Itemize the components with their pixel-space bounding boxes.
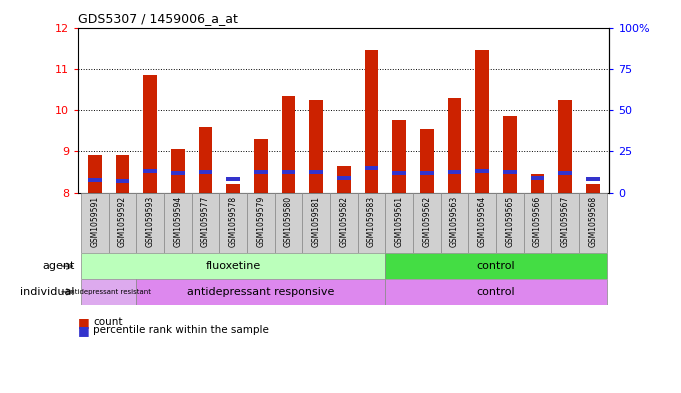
Bar [171, 171, 185, 175]
Bar [392, 120, 406, 193]
Text: ■: ■ [78, 316, 90, 329]
Bar [88, 178, 102, 182]
Bar [530, 176, 545, 180]
Text: ■: ■ [78, 323, 90, 337]
Text: GSM1059563: GSM1059563 [450, 196, 459, 247]
Bar [274, 193, 302, 253]
Bar [447, 170, 462, 174]
Text: antidepressant responsive: antidepressant responsive [187, 287, 334, 297]
Bar [496, 193, 524, 253]
Text: control: control [477, 261, 516, 271]
Bar [420, 129, 434, 193]
Bar [530, 174, 545, 193]
Text: control: control [477, 287, 516, 297]
Text: individual: individual [20, 287, 75, 297]
Text: agent: agent [42, 261, 75, 271]
Text: GDS5307 / 1459006_a_at: GDS5307 / 1459006_a_at [78, 12, 238, 25]
Bar [441, 193, 469, 253]
Bar [199, 127, 212, 193]
Bar [337, 166, 351, 193]
Bar [81, 279, 136, 305]
Text: GSM1059567: GSM1059567 [560, 196, 570, 247]
Bar [192, 193, 219, 253]
Bar [136, 193, 164, 253]
Text: GSM1059562: GSM1059562 [422, 196, 431, 247]
Bar [558, 100, 572, 193]
Bar [226, 177, 240, 181]
Bar [143, 75, 157, 193]
Text: GSM1059566: GSM1059566 [533, 196, 542, 247]
Bar [586, 184, 600, 193]
Bar [309, 100, 323, 193]
Text: GSM1059561: GSM1059561 [395, 196, 404, 247]
Bar [558, 171, 572, 175]
Bar [475, 169, 489, 173]
Bar [219, 193, 247, 253]
Bar [254, 170, 268, 174]
Bar [309, 170, 323, 174]
Text: GSM1059593: GSM1059593 [146, 196, 155, 247]
Bar [143, 169, 157, 173]
Bar [385, 193, 413, 253]
Text: fluoxetine: fluoxetine [206, 261, 261, 271]
Bar [247, 193, 274, 253]
Bar [116, 155, 129, 193]
Bar [475, 50, 489, 193]
Bar [337, 176, 351, 180]
Bar [469, 193, 496, 253]
Bar [524, 193, 552, 253]
Bar [330, 193, 358, 253]
Bar [171, 149, 185, 193]
Text: GSM1059592: GSM1059592 [118, 196, 127, 247]
Bar [364, 50, 379, 193]
Text: GSM1059565: GSM1059565 [505, 196, 514, 247]
Bar [358, 193, 385, 253]
Bar [282, 95, 296, 193]
Bar [164, 193, 192, 253]
Bar [199, 170, 212, 174]
Text: GSM1059591: GSM1059591 [91, 196, 99, 247]
Bar [109, 193, 136, 253]
Bar [447, 97, 462, 193]
Text: GSM1059578: GSM1059578 [229, 196, 238, 247]
Text: GSM1059568: GSM1059568 [588, 196, 597, 247]
Bar [282, 170, 296, 174]
Text: GSM1059580: GSM1059580 [284, 196, 293, 247]
Bar [579, 193, 607, 253]
Bar [385, 279, 607, 305]
Bar [420, 171, 434, 175]
Text: count: count [93, 317, 123, 327]
Text: GSM1059582: GSM1059582 [339, 196, 349, 247]
Bar [88, 155, 102, 193]
Text: GSM1059577: GSM1059577 [201, 196, 210, 247]
Bar [136, 279, 385, 305]
Bar [302, 193, 330, 253]
Text: GSM1059583: GSM1059583 [367, 196, 376, 247]
Bar [392, 171, 406, 175]
Bar [385, 253, 607, 279]
Text: GSM1059581: GSM1059581 [312, 196, 321, 247]
Bar [552, 193, 579, 253]
Bar [503, 170, 517, 174]
Bar [81, 253, 385, 279]
Bar [413, 193, 441, 253]
Bar [364, 166, 379, 170]
Bar [254, 139, 268, 193]
Text: antidepressant resistant: antidepressant resistant [66, 289, 151, 295]
Text: GSM1059594: GSM1059594 [174, 196, 183, 247]
Bar [116, 179, 129, 184]
Text: GSM1059579: GSM1059579 [257, 196, 266, 247]
Bar [226, 184, 240, 193]
Text: percentile rank within the sample: percentile rank within the sample [93, 325, 269, 335]
Text: GSM1059564: GSM1059564 [478, 196, 487, 247]
Bar [503, 116, 517, 193]
Bar [81, 193, 109, 253]
Bar [586, 177, 600, 182]
